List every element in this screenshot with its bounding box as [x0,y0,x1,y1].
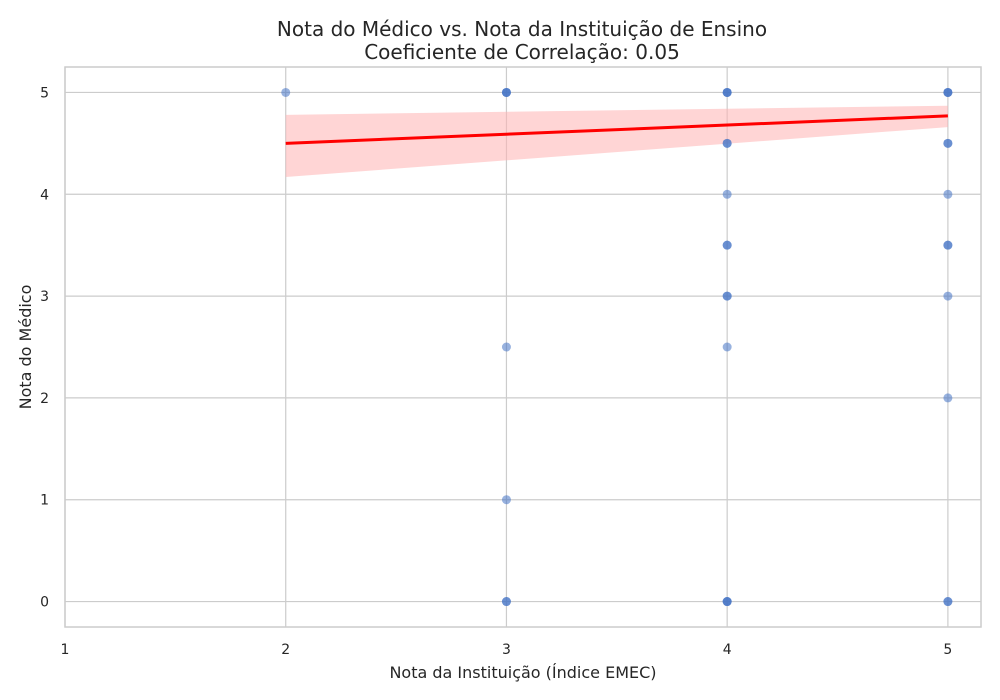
x-tick-label: 5 [943,642,952,658]
data-point [943,138,953,148]
x-tick-label: 4 [723,642,732,658]
data-point [281,87,291,97]
confidence-band [285,105,948,177]
data-point [943,291,953,301]
y-tick-label: 4 [40,187,49,203]
data-point [501,495,511,505]
data-point [943,393,953,403]
data-point [943,240,953,250]
y-axis-label: Nota do Médico [16,285,35,410]
data-point [943,87,953,97]
data-point [501,342,511,352]
regression-line [285,114,948,145]
y-tick-label: 3 [40,289,49,305]
data-point [722,240,732,250]
y-tick-label: 1 [40,493,49,509]
data-point [722,342,732,352]
y-tick-label: 0 [40,595,49,611]
plot-frame [64,66,982,628]
data-point [943,189,953,199]
data-point [722,189,732,199]
confidence-band-layer [285,105,948,177]
x-tick-label: 1 [61,642,70,658]
data-point [722,138,732,148]
regression-line-layer [285,114,948,145]
chart-title-line-2: Coeficiente de Correlação: 0.05 [364,40,680,64]
data-point [501,597,511,607]
x-tick-label: 3 [502,642,511,658]
chart-title-line-1: Nota do Médico vs. Nota da Instituição d… [277,17,767,41]
data-point [722,291,732,301]
x-tick-label: 2 [281,642,290,658]
data-point [722,87,732,97]
x-axis-label: Nota da Instituição (Índice EMEC) [389,663,656,682]
data-point [943,597,953,607]
y-tick-label: 5 [40,85,49,101]
y-tick-label: 2 [40,391,49,407]
point-layer [281,87,953,607]
tick-label-layer: 1 2 3 4 5 0 1 2 3 4 5 [40,85,952,658]
data-point [501,87,511,97]
data-point [722,597,732,607]
